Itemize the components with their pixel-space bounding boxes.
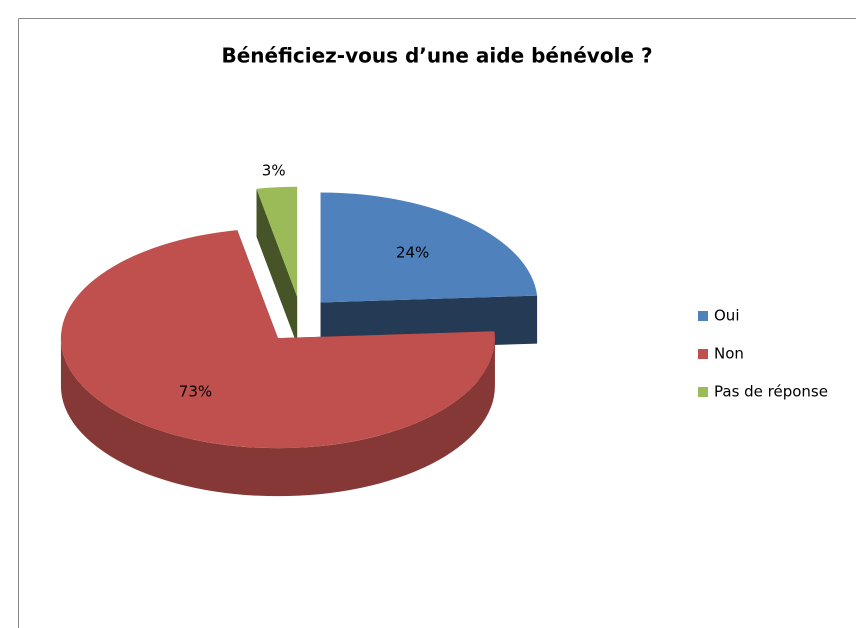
- legend-label: Non: [714, 345, 744, 363]
- data-label: 73%: [179, 383, 212, 401]
- slice: [320, 192, 538, 303]
- legend-swatch: [698, 387, 708, 397]
- legend-swatch: [698, 349, 708, 359]
- slice: [256, 186, 298, 297]
- legend: Oui Non Pas de réponse: [698, 307, 828, 401]
- slice: [60, 230, 495, 449]
- legend-label: Pas de réponse: [714, 383, 828, 401]
- slice-wall: [256, 188, 298, 345]
- data-labels: 24% 3% 73%: [179, 161, 430, 400]
- data-label: 24%: [396, 243, 429, 261]
- data-label: 3%: [262, 161, 286, 179]
- legend-label: Oui: [714, 307, 739, 325]
- legend-swatch: [698, 311, 708, 321]
- pie: [60, 186, 538, 497]
- chart-title: Bénéficiez-vous d’une aide bénévole ?: [221, 44, 652, 68]
- slice-side: [60, 338, 495, 497]
